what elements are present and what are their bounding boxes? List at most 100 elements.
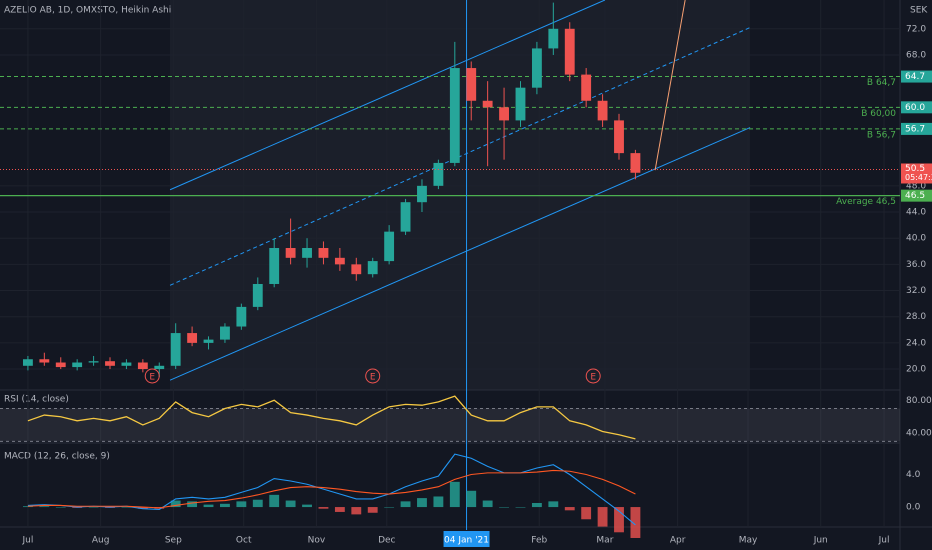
channel-lower (169, 127, 751, 381)
x-tick-label: Jul (21, 536, 33, 546)
rsi-band (0, 408, 900, 442)
macd-histogram-bar (285, 500, 296, 508)
average-tag (901, 189, 932, 202)
macd-histogram-bar (334, 507, 345, 512)
macd-histogram-bar (433, 496, 444, 508)
candle-body (88, 361, 99, 363)
x-tick-label: Nov (308, 536, 326, 546)
macd-histogram-bar (384, 507, 395, 508)
candle-body (252, 283, 263, 307)
candle-body (137, 362, 148, 370)
x-tick-label: Jun (813, 536, 828, 546)
candle-body (581, 74, 592, 101)
candle-body (630, 153, 641, 173)
macd-histogram-bar (170, 500, 181, 508)
level-tag-label: 56.7 (905, 124, 925, 134)
y-tick-label: 24.0 (906, 338, 926, 348)
macd-histogram-bar (531, 502, 542, 508)
earnings-label: E (149, 373, 155, 383)
crosshair-label: 04 Jan '21 (444, 536, 489, 546)
candle-body (400, 202, 411, 232)
candle-body (154, 365, 165, 370)
chart-title: AZELIO AB, 1D, OMXSTO, Heikin Ashi (4, 6, 171, 16)
currency: SEK (910, 6, 928, 16)
macd-histogram-bar (318, 507, 329, 509)
countdown: 05:47:33 (905, 173, 932, 182)
macd-title: MACD (12, 26, close, 9) (4, 452, 110, 462)
x-tick-label: Mar (596, 536, 613, 546)
macd-histogram-bar (22, 506, 33, 508)
candle-body (318, 248, 329, 258)
x-tick-label: Jul (878, 536, 890, 546)
candle-body (482, 100, 493, 108)
crosshair-tag (443, 531, 490, 547)
candle-body (515, 87, 526, 121)
candle-body (236, 306, 247, 327)
x-tick-label: Feb (531, 536, 547, 546)
earnings-label: E (370, 373, 376, 383)
candle-body (564, 28, 575, 75)
x-tick-label: May (739, 536, 758, 546)
macd-histogram-bar (515, 507, 526, 508)
level-text: B 56,7 (867, 130, 896, 140)
candle-body (466, 68, 477, 101)
rsi-line (27, 395, 636, 440)
macd-histogram-bar (564, 507, 575, 511)
y-tick-label: 44.0 (906, 208, 926, 218)
candle-body (121, 362, 132, 366)
y-tick-label: 48.0 (906, 181, 926, 191)
macd-histogram-bar (482, 500, 493, 508)
candle-body (72, 362, 83, 368)
macd-histogram-bar (302, 504, 312, 508)
macd-histogram-bar (499, 507, 509, 508)
candle-body (285, 248, 296, 258)
x-tick-label: Dec (378, 536, 395, 546)
candle-body (351, 264, 362, 275)
macd-histogram-bar (400, 501, 411, 508)
macd-tick-label: 0.0 (906, 503, 921, 513)
macd-histogram-bar (236, 501, 247, 508)
y-tick-label: 68.0 (906, 50, 926, 60)
macd-histogram-bar (220, 503, 230, 508)
candle-body (105, 361, 115, 366)
x-tick-label: Aug (92, 536, 110, 546)
macd-histogram-bar (203, 504, 214, 508)
level-text: B 64,7 (867, 78, 896, 88)
level-tag-label: 60.0 (905, 103, 925, 113)
range-shade (170, 0, 750, 390)
earnings-marker (365, 368, 381, 384)
candle-body (269, 248, 280, 284)
macd-signal-line (27, 469, 636, 509)
candle-body (55, 362, 66, 368)
last-price-tag (901, 163, 932, 184)
candle-body (417, 185, 427, 203)
x-tick-label: Apr (670, 536, 686, 546)
macd-histogram-bar (88, 507, 99, 508)
candle-body (548, 28, 559, 49)
macd-histogram-bar (630, 507, 641, 538)
candle-body (597, 100, 608, 121)
rsi-tick-label: 40.00 (906, 429, 932, 439)
level-tag (901, 122, 932, 135)
macd-histogram-bar (351, 507, 362, 515)
candle-body (367, 261, 378, 275)
candle-body (203, 339, 214, 343)
earnings-marker (585, 368, 601, 384)
candle-body (531, 48, 542, 88)
macd-histogram-bar (137, 507, 148, 509)
macd-histogram-bar (597, 507, 608, 527)
macd-histogram-bar (581, 507, 592, 520)
y-tick-label: 40.0 (906, 234, 926, 244)
candle-body (384, 231, 395, 262)
y-tick-label: 36.0 (906, 260, 926, 270)
x-tick-label: Sep (165, 536, 182, 546)
candle-body (220, 326, 230, 340)
macd-histogram-bar (269, 494, 280, 508)
level-tag (901, 70, 932, 83)
candle-body (39, 359, 50, 363)
macd-histogram-bar (417, 498, 427, 508)
earnings-marker (144, 368, 160, 384)
macd-histogram-bar (614, 507, 624, 533)
y-tick-label: 20.0 (906, 365, 926, 375)
x-tick-label: Oct (236, 536, 252, 546)
